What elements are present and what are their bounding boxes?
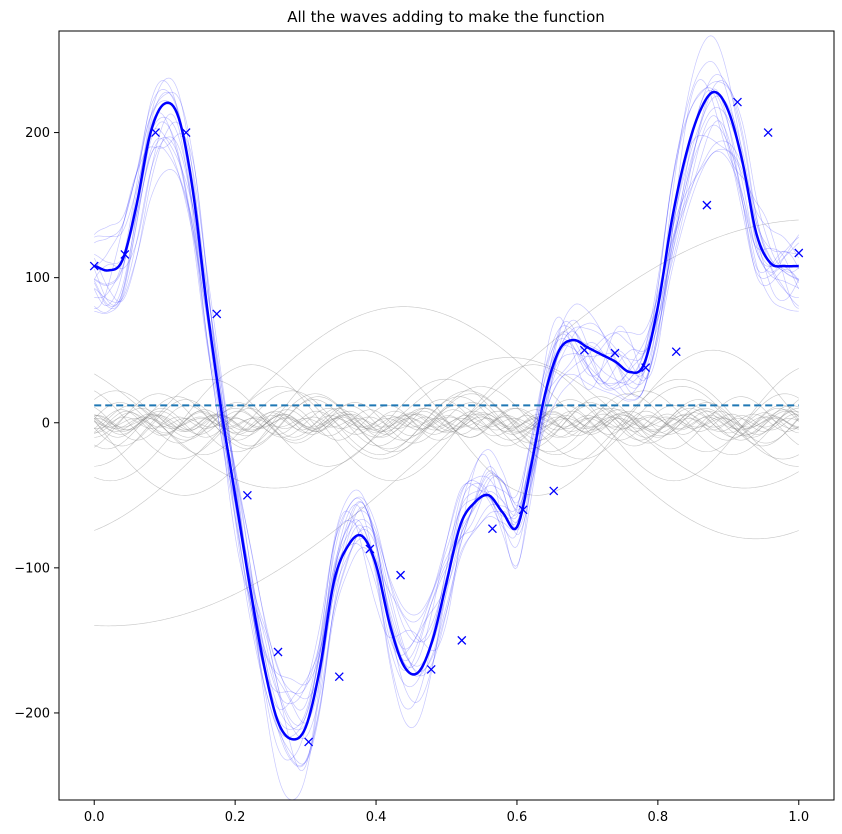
- component-wave: [94, 410, 799, 435]
- component-wave: [94, 416, 799, 429]
- sample-marker: [273, 647, 283, 657]
- component-wave: [94, 413, 799, 432]
- partial-sum-curve: [93, 88, 800, 700]
- component-wave: [94, 364, 799, 482]
- component-wave: [94, 407, 799, 438]
- component-wave: [94, 415, 799, 431]
- x-tick-label: 0.8: [648, 810, 669, 825]
- sample-marker: [579, 345, 589, 355]
- x-tick-label: 0.6: [507, 810, 528, 825]
- component-wave: [94, 415, 799, 431]
- sample-marker: [426, 664, 436, 674]
- component-wave: [94, 413, 799, 432]
- sample-marker: [212, 309, 222, 319]
- y-tick-label: 0: [42, 416, 50, 431]
- y-tick-label: 100: [25, 271, 50, 286]
- component-wave: [94, 407, 799, 438]
- sample-marker: [549, 486, 559, 496]
- y-axis-ticks: −200 −100 0 100 200: [14, 126, 59, 721]
- y-tick-label: −200: [14, 706, 50, 721]
- sample-marker: [396, 570, 406, 580]
- sample-marker: [181, 128, 191, 138]
- sample-marker: [365, 544, 375, 554]
- component-waves: [93, 219, 800, 627]
- partial-sum-curve: [94, 91, 799, 731]
- partial-sum-curve: [94, 79, 799, 772]
- sample-marker: [610, 348, 620, 358]
- y-tick-label: 200: [25, 126, 50, 141]
- component-wave: [94, 219, 799, 627]
- main-curve: [93, 90, 799, 741]
- component-wave: [94, 412, 799, 434]
- component-wave: [94, 405, 799, 441]
- partial-sum-curve: [94, 80, 799, 739]
- component-wave: [94, 393, 799, 453]
- plot-frame: [58, 30, 835, 801]
- component-wave: [94, 402, 799, 444]
- sample-marker: [763, 128, 773, 138]
- x-tick-label: 0.0: [84, 810, 105, 825]
- partial-sum-curve: [93, 121, 800, 761]
- sample-marker: [487, 524, 497, 534]
- sample-marker: [304, 737, 314, 747]
- chart-title: All the waves adding to make the functio…: [287, 8, 605, 26]
- component-wave: [94, 390, 799, 455]
- component-wave: [94, 306, 799, 540]
- x-axis-ticks: 0.0 0.2 0.4 0.6 0.8 1.0: [84, 800, 809, 825]
- main-function-curve: [93, 90, 799, 741]
- sample-marker: [457, 635, 467, 645]
- component-wave: [94, 418, 799, 428]
- x-tick-label: 0.4: [366, 810, 387, 825]
- component-wave: [94, 418, 799, 428]
- sample-marker: [518, 505, 528, 515]
- sample-marker: [120, 249, 130, 259]
- component-wave: [93, 349, 800, 496]
- sample-marker: [794, 248, 804, 258]
- sample-marker: [733, 97, 742, 107]
- sample-marker: [89, 261, 99, 271]
- y-tick-label: −100: [14, 561, 50, 576]
- component-wave: [94, 396, 799, 450]
- sample-marker: [641, 363, 651, 373]
- component-wave: [94, 357, 799, 489]
- sample-marker: [151, 128, 160, 138]
- component-wave: [94, 416, 799, 429]
- component-wave: [94, 405, 799, 441]
- sample-marker: [702, 200, 712, 210]
- component-wave: [94, 399, 799, 447]
- sample-marker: [242, 490, 252, 500]
- sample-marker: [671, 347, 681, 357]
- component-wave: [94, 410, 799, 435]
- x-tick-label: 0.2: [225, 810, 246, 825]
- component-wave: [94, 409, 799, 437]
- x-tick-label: 1.0: [788, 810, 809, 825]
- sample-marker: [334, 672, 344, 682]
- component-wave: [94, 378, 799, 467]
- partial-sum-curve: [93, 121, 799, 726]
- sample-markers: [89, 97, 804, 747]
- partial-sum-curve: [94, 107, 799, 730]
